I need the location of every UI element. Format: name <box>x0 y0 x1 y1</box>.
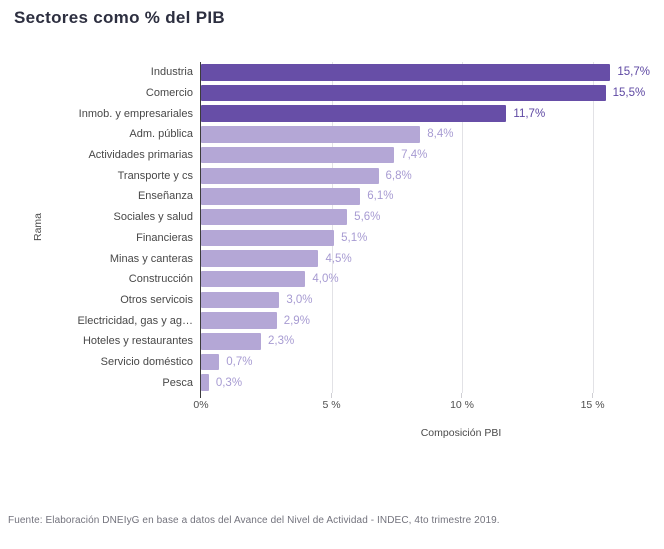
bar-track: 5,6% <box>201 207 650 228</box>
value-label: 2,3% <box>268 335 295 348</box>
value-label: 5,1% <box>341 231 368 244</box>
bar <box>201 229 335 247</box>
value-label: 6,8% <box>385 169 412 182</box>
bar <box>201 188 361 205</box>
bar-track: 6,1% <box>201 186 650 207</box>
value-label: 2,9% <box>283 314 310 327</box>
bar <box>201 84 606 102</box>
bar-row: Hoteles y restaurantes 2,3% <box>0 331 650 352</box>
category-label: Hoteles y restaurantes <box>82 335 193 348</box>
bar-track: 15,7% <box>201 62 650 83</box>
category-label: Otros servicois <box>120 293 193 306</box>
gridline-10 <box>462 62 464 393</box>
category-label: Construcción <box>128 273 193 286</box>
value-label: 4,5% <box>325 252 352 265</box>
value-label: 8,4% <box>427 128 454 141</box>
tick-label-0: 0% <box>193 399 209 411</box>
tick-mark-0 <box>200 393 201 398</box>
value-label: 0,3% <box>215 376 243 389</box>
value-label: 6,1% <box>367 190 394 203</box>
tick-label-15: 15 % <box>580 399 605 411</box>
category-label: Inmob. y empresariales <box>78 107 193 120</box>
bar-row: Industria 15,7% <box>0 62 650 83</box>
bar <box>201 270 306 288</box>
x-axis-label: Composición PBI <box>420 427 502 439</box>
chart-title: Sectores como % del PIB <box>14 8 225 27</box>
bar-rows: Industria 15,7% Comercio 15,5% Inmob. y empr… <box>0 62 650 393</box>
tick-mark-15 <box>591 393 593 398</box>
value-label: 5,6% <box>354 211 381 224</box>
bar-row: Servicio doméstico 0,7% <box>0 352 650 373</box>
value-label: 11,7% <box>513 107 546 120</box>
bar-track: 2,3% <box>201 331 650 352</box>
category-label: Enseñanza <box>137 190 193 203</box>
bar <box>201 146 395 164</box>
bar <box>201 374 209 391</box>
bar <box>201 208 348 226</box>
category-label: Industria <box>150 66 193 79</box>
bar-track: 11,7% <box>201 103 650 124</box>
bar <box>201 312 277 329</box>
bar-row: Minas y canteras 4,5% <box>0 248 650 269</box>
value-label: 3,0% <box>286 293 313 306</box>
bar-row: Electricidad, gas y ag… 2,9% <box>0 310 650 331</box>
bar <box>201 353 220 371</box>
bar <box>201 167 379 185</box>
bar-track: 0,3% <box>201 372 650 393</box>
bar-track: 7,4% <box>201 145 650 166</box>
category-label: Electricidad, gas y ag… <box>77 314 193 327</box>
category-label: Pesca <box>162 376 193 389</box>
bar-track: 8,4% <box>201 124 650 145</box>
bar-row: Comercio 15,5% <box>0 83 650 104</box>
bar-row: Sociales y salud 5,6% <box>0 207 650 228</box>
gridline-15 <box>592 62 594 393</box>
bar-track: 5,1% <box>201 228 650 249</box>
bar-track: 4,0% <box>201 269 650 290</box>
bar-track: 6,8% <box>201 165 650 186</box>
category-label: Transporte y cs <box>117 169 193 182</box>
y-axis-line <box>200 62 201 393</box>
bar-row: Pesca 0,3% <box>0 372 650 393</box>
category-label: Sociales y salud <box>113 211 194 224</box>
bar-row: Transporte y cs 6,8% <box>0 165 650 186</box>
value-label: 7,4% <box>401 149 428 162</box>
category-label: Servicio doméstico <box>100 355 193 368</box>
bar <box>201 64 611 81</box>
bar <box>201 126 421 143</box>
bar <box>201 291 280 309</box>
bar-row: Construcción 4,0% <box>0 269 650 290</box>
bar-row: Otros servicois 3,0% <box>0 290 650 311</box>
category-label: Comercio <box>145 87 193 100</box>
bar-track: 0,7% <box>201 352 650 373</box>
tick-label-10: 10 % <box>450 399 474 411</box>
bar-row: Financieras 5,1% <box>0 228 650 249</box>
gridline-5 <box>331 62 333 393</box>
value-label: 0,7% <box>226 355 253 368</box>
value-label: 4,0% <box>312 273 339 286</box>
bar-row: Adm. pública 8,4% <box>0 124 650 145</box>
gridlines <box>201 62 650 393</box>
bar <box>201 105 507 122</box>
tick-label-5: 5 % <box>322 399 341 411</box>
source-note: Fuente: Elaboración DNEIyG en base a dat… <box>8 515 500 526</box>
bar <box>201 250 319 267</box>
tick-mark-5 <box>330 393 332 398</box>
tick-mark-10 <box>461 393 463 398</box>
bar-row: Inmob. y empresariales 11,7% <box>0 103 650 124</box>
category-label: Minas y canteras <box>109 252 193 265</box>
category-label: Adm. pública <box>129 128 193 141</box>
bar-track: 4,5% <box>201 248 650 269</box>
bar-track: 2,9% <box>201 310 650 331</box>
category-label: Financieras <box>136 231 193 244</box>
bar <box>201 333 262 350</box>
bar-row: Enseñanza 6,1% <box>0 186 650 207</box>
category-label: Actividades primarias <box>88 149 193 162</box>
value-label: 15,5% <box>612 87 646 100</box>
bar-track: 15,5% <box>201 83 650 104</box>
bar-row: Actividades primarias 7,4% <box>0 145 650 166</box>
value-label: 15,7% <box>617 66 650 79</box>
bar-track: 3,0% <box>201 290 650 311</box>
